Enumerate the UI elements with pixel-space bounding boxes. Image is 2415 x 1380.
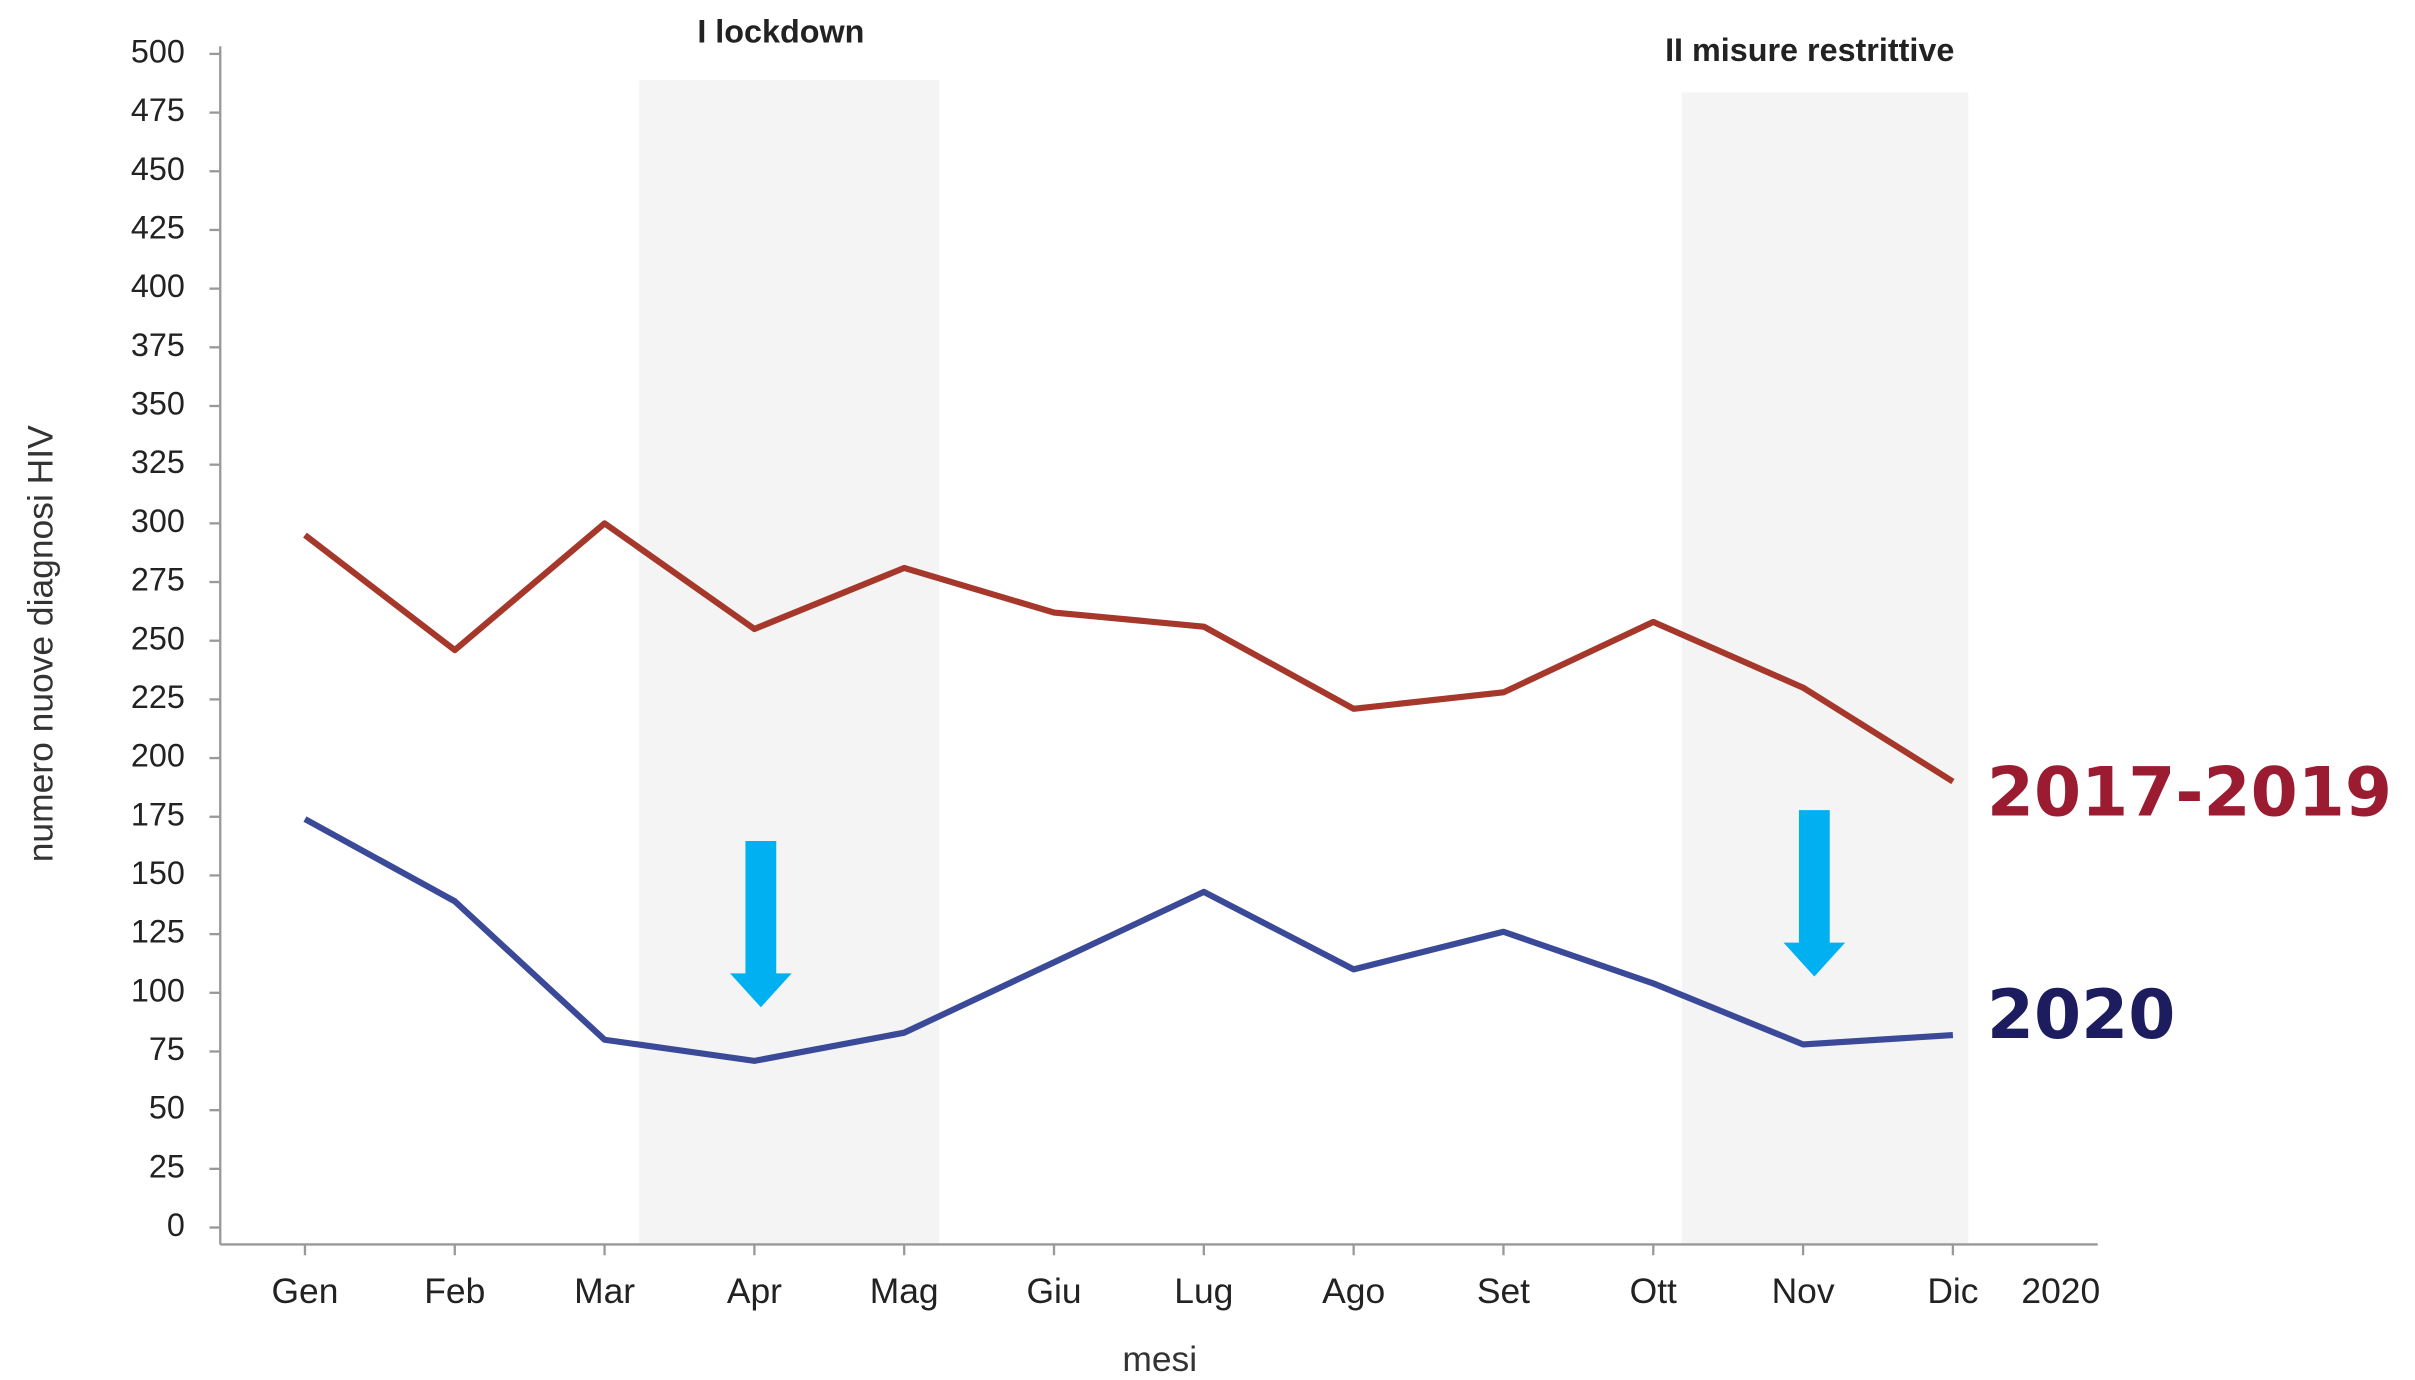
y-tick-label: 500	[131, 33, 185, 69]
y-tick-label: 0	[167, 1207, 185, 1243]
series-line	[303, 520, 1955, 785]
y-tick-label: 75	[149, 1031, 185, 1067]
y-tick-label: 350	[131, 386, 185, 422]
x-tick-label: Nov	[1772, 1271, 1835, 1311]
x-tick-label: Ago	[1322, 1271, 1385, 1311]
y-tick-label: 325	[131, 444, 185, 480]
x-axis-label: mesi	[1122, 1339, 1197, 1379]
y-tick-label: 425	[131, 209, 185, 245]
x-tick-label: Ott	[1630, 1271, 1677, 1311]
x-tick-label: Mar	[574, 1271, 635, 1311]
series-label: 2017-2019	[1987, 752, 2392, 831]
y-tick-label: 275	[131, 562, 185, 598]
y-tick-label: 150	[131, 855, 185, 891]
y-tick-label: 375	[131, 327, 185, 363]
y-tick-label: 300	[131, 503, 185, 539]
lockdown-band	[639, 80, 940, 1245]
y-tick-label: 100	[131, 972, 185, 1008]
y-tick-label: 225	[131, 679, 185, 715]
x-tick-label: Lug	[1174, 1271, 1233, 1311]
y-tick-label: 125	[131, 914, 185, 950]
x-tick-label: Giu	[1026, 1271, 1081, 1311]
x-tick-label: Set	[1477, 1271, 1530, 1311]
y-tick-label: 25	[149, 1148, 185, 1184]
x-tick-label: Gen	[271, 1271, 338, 1311]
y-tick-label: 200	[131, 738, 185, 774]
y-tick-label: 250	[131, 620, 185, 656]
arrow	[730, 840, 792, 1008]
x-tick-label: Apr	[727, 1271, 782, 1311]
series-label: 2020	[1987, 975, 2176, 1054]
series-line	[303, 816, 1954, 1064]
y-tick-label: 400	[131, 268, 185, 304]
y-tick-label: 50	[149, 1090, 185, 1126]
x-tick-label: Dic	[1927, 1271, 1978, 1311]
annotation: II misure restrittive	[1665, 32, 1954, 68]
restriction-band	[1681, 92, 1969, 1245]
y-axis-label: numero nuove diagnosi HIV	[20, 425, 60, 862]
y-tick-label: 475	[131, 92, 185, 128]
year-label: 2020	[2021, 1271, 2100, 1311]
x-tick-label: Mag	[870, 1271, 939, 1311]
x-tick-label: Feb	[424, 1271, 485, 1311]
y-tick-label: 450	[131, 151, 185, 187]
y-tick-label: 175	[131, 796, 185, 832]
annotation: I lockdown	[697, 13, 864, 49]
